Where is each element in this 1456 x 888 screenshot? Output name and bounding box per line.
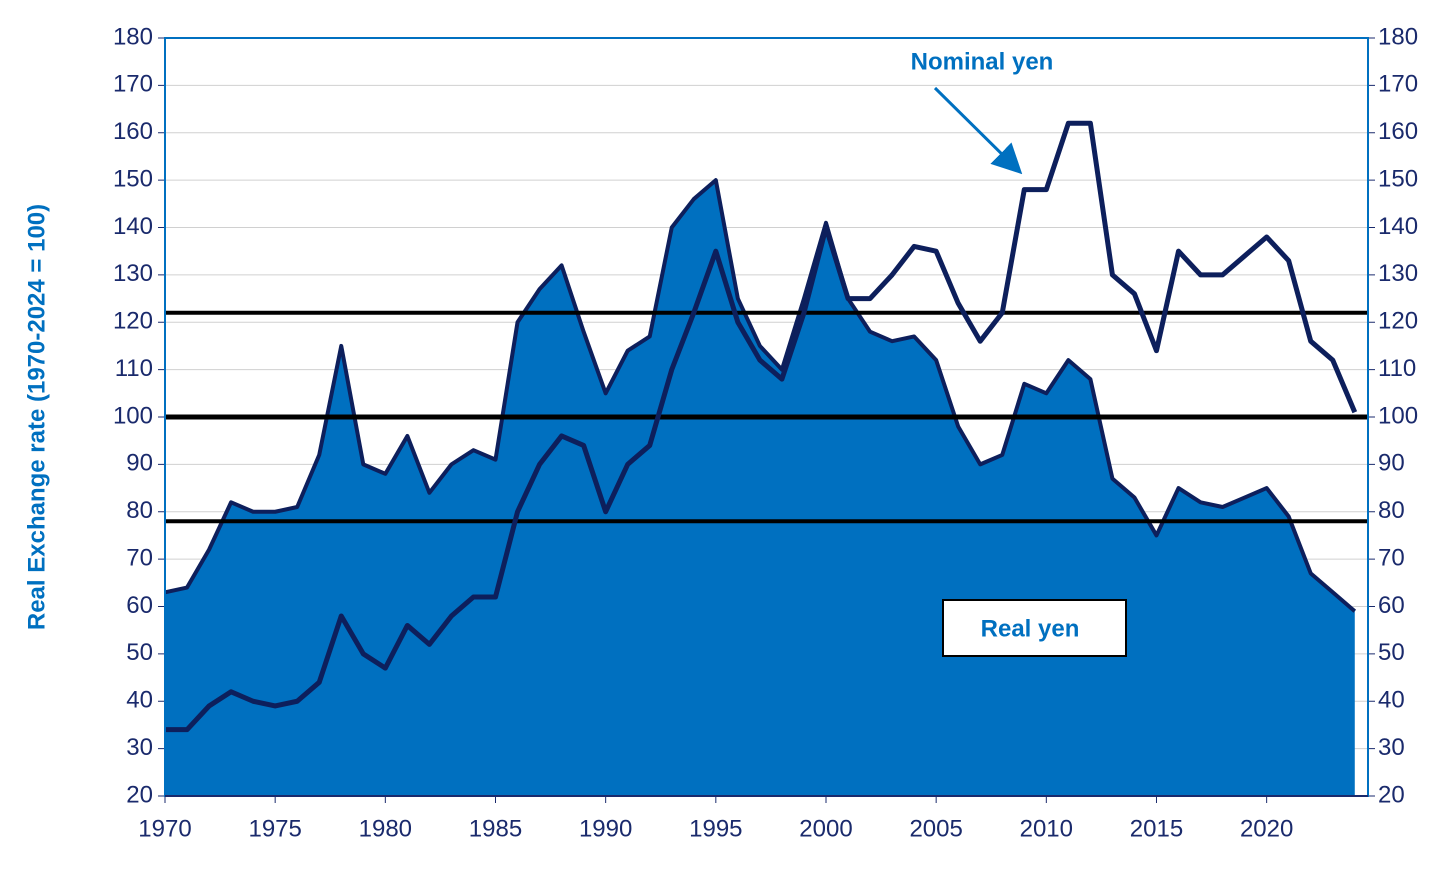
y2-tick-label: 20 [1378,781,1405,808]
y-tick-label: 20 [126,781,153,808]
y-tick-label: 120 [113,308,153,335]
y-tick-label: 140 [113,213,153,240]
y-axis-label: Real Exchange rate (1970-2024 = 100) [23,204,50,630]
y-tick-label: 110 [115,355,153,382]
y-tick-label: 60 [126,592,153,619]
y2-tick-label: 140 [1378,213,1418,240]
y2-tick-label: 130 [1378,260,1418,287]
y-tick-label: 70 [126,544,153,571]
y2-tick-label: 170 [1378,71,1418,98]
y2-tick-label: 90 [1378,450,1405,477]
y2-tick-label: 70 [1378,544,1405,571]
x-tick-label: 2005 [909,815,962,842]
y2-tick-label: 180 [1378,23,1418,50]
y2-tick-label: 160 [1378,118,1418,145]
y-tick-label: 40 [126,687,153,714]
y-tick-label: 30 [126,734,153,761]
x-tick-label: 1985 [469,815,522,842]
annotation: Real yen [981,615,1080,642]
x-tick-label: 1990 [579,815,632,842]
y-tick-label: 150 [113,165,153,192]
x-tick-label: 2010 [1020,815,1073,842]
x-tick-label: 2020 [1240,815,1293,842]
annotation-box [942,599,1127,657]
y2-tick-label: 110 [1378,355,1416,382]
y2-tick-label: 60 [1378,592,1405,619]
y2-tick-label: 40 [1378,687,1405,714]
x-tick-label: 2015 [1130,815,1183,842]
y-tick-label: 170 [113,71,153,98]
y-tick-label: 50 [126,639,153,666]
area-edge [164,178,1357,613]
x-tick-label: 1980 [359,815,412,842]
y2-tick-label: 80 [1378,497,1405,524]
y-tick-label: 180 [113,23,153,50]
annotation: Nominal yen [911,48,1054,75]
y-tick-label: 160 [113,118,153,145]
y2-tick-label: 150 [1378,165,1418,192]
x-tick-label: 1995 [689,815,742,842]
y2-tick-label: 50 [1378,639,1405,666]
y-tick-label: 100 [113,402,153,429]
y-tick-label: 90 [126,450,153,477]
y2-tick-label: 30 [1378,734,1405,761]
y2-tick-label: 120 [1378,308,1418,335]
annotation-arrow [933,86,1023,175]
x-tick-label: 1970 [138,815,191,842]
line [165,120,1358,733]
y2-tick-label: 100 [1378,402,1418,429]
x-tick-label: 2000 [799,815,852,842]
x-tick-label: 1975 [248,815,301,842]
y-tick-label: 80 [126,497,153,524]
y-tick-label: 130 [113,260,153,287]
